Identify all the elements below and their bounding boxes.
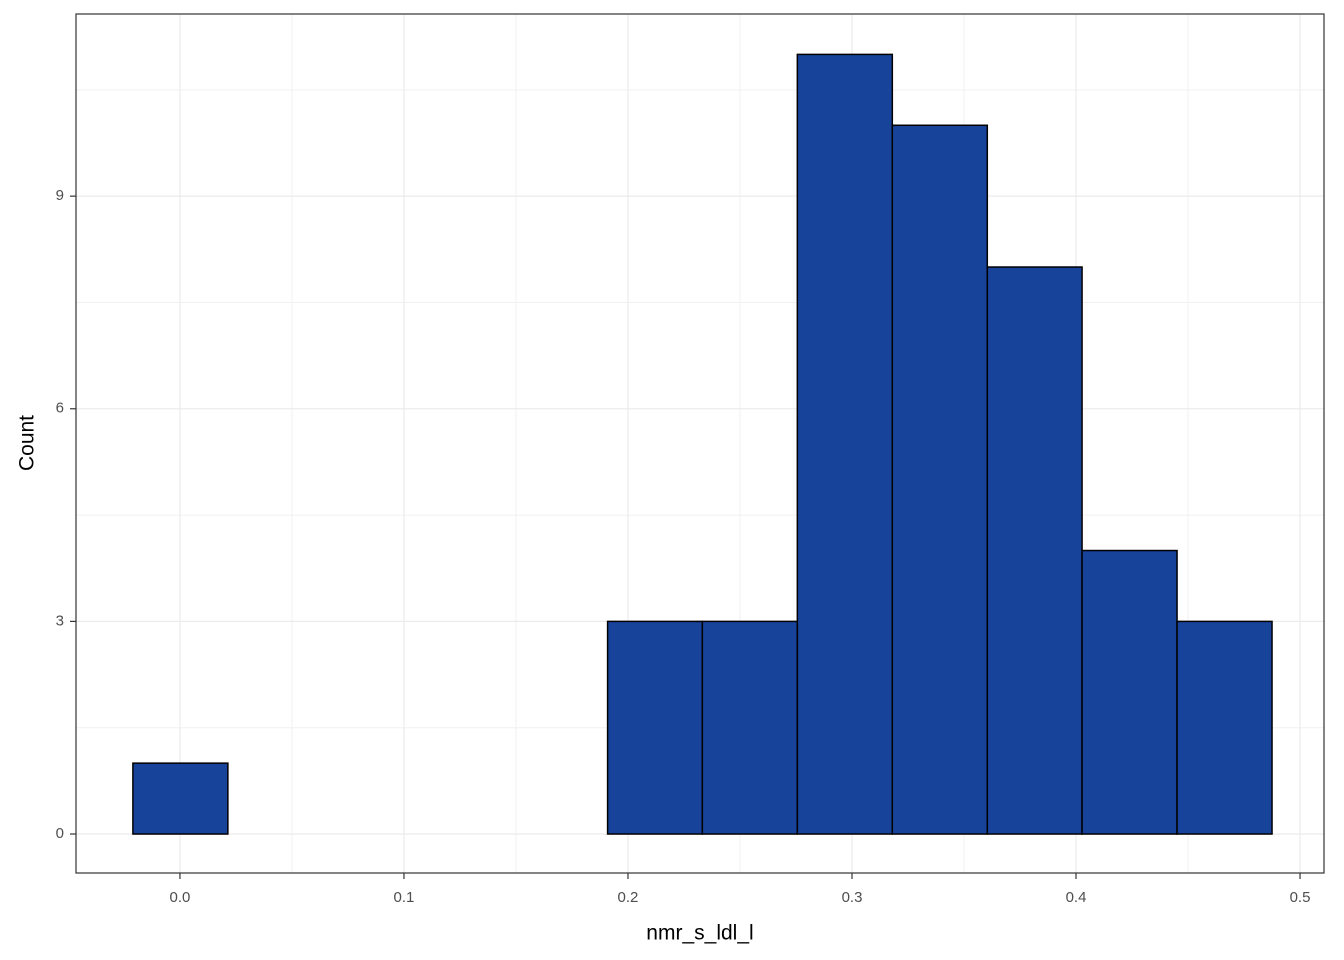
y-tick-label: 3 (56, 612, 64, 629)
x-tick-label: 0.3 (842, 889, 863, 906)
grid (76, 14, 1324, 873)
bar (986, 266, 1083, 835)
x-axis-title: nmr_s_ldl_l (646, 922, 753, 945)
y-tick-label: 9 (56, 187, 64, 204)
bar (796, 53, 894, 835)
x-tick-label: 0.5 (1290, 889, 1311, 906)
x-tick-label: 0.0 (170, 889, 191, 906)
bar (701, 620, 799, 835)
bar (132, 762, 229, 835)
y-tick-label: 6 (56, 400, 64, 417)
y-axis-title: Count (16, 415, 39, 471)
bar (1081, 549, 1178, 835)
x-tick-label: 0.2 (618, 889, 639, 906)
panel-border (75, 13, 1325, 874)
bar (606, 620, 704, 835)
bar (1176, 620, 1273, 835)
bar (891, 124, 989, 835)
y-tick-label: 0 (56, 825, 64, 842)
x-tick-label: 0.1 (394, 889, 415, 906)
x-tick-label: 0.4 (1066, 889, 1087, 906)
bars (132, 53, 1273, 835)
